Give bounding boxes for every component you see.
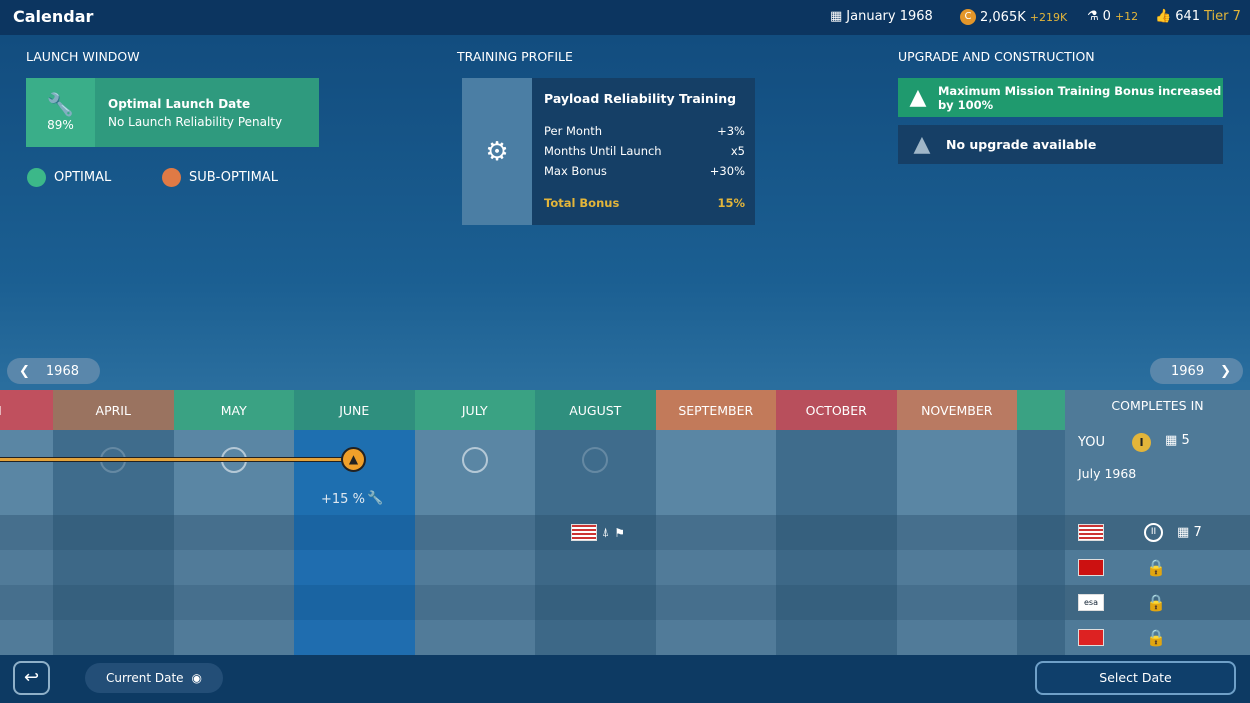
rival-row-ussr: 🔒	[1065, 550, 1250, 585]
month-header: NOVEMBER	[896, 390, 1017, 430]
total-bonus: Total Bonus 15%	[544, 196, 745, 210]
wrench-icon: 🔧	[367, 491, 384, 506]
china-flag-icon	[1078, 629, 1104, 646]
legend-optimal: OPTIMAL	[27, 168, 111, 187]
month-column[interactable]: JUNE	[294, 390, 415, 655]
reputation-stat: 👍 641 Tier 7	[1155, 9, 1241, 24]
top-bar	[0, 0, 1250, 35]
esa-flag-icon: esa	[1078, 594, 1104, 611]
wrench-icon: 🔧	[46, 93, 75, 118]
payload-wrench-icon: ⚙	[462, 78, 532, 225]
calendar-icon: ▦	[1165, 433, 1178, 448]
month-header: DEC	[1017, 390, 1065, 430]
month-column[interactable]: APRIL	[53, 390, 174, 655]
flag-icon: ⚑	[614, 525, 625, 540]
current-date-button[interactable]: Current Date ◉	[85, 663, 223, 693]
month-header: OCTOBER	[776, 390, 897, 430]
tier-badge: I	[1132, 433, 1151, 452]
select-date-button[interactable]: Select Date	[1035, 661, 1236, 695]
month-header: CH	[0, 390, 53, 430]
window-circle	[461, 447, 488, 473]
tier-badge: II	[1144, 523, 1163, 542]
training-row: Max Bonus +30%	[544, 164, 745, 178]
rival-row-china: 🔒	[1065, 620, 1250, 655]
month-column[interactable]: DEC	[1017, 390, 1065, 655]
training-row: Per Month +3%	[544, 124, 745, 138]
mission-timeline	[0, 457, 345, 462]
prev-year-button[interactable]: ❮ 1968	[7, 358, 100, 384]
upgrade-item: ▲ Maximum Mission Training Bonus increase…	[898, 78, 1223, 117]
eye-icon: ◉	[191, 671, 203, 685]
rocket-icon: ⍋	[602, 525, 610, 539]
month-column[interactable]: OCTOBER	[776, 390, 897, 655]
science-stat: ⚗ 0 +12	[1087, 9, 1139, 24]
launch-window-card: 🔧 89% Optimal Launch Date No Launch Reliab…	[26, 78, 319, 147]
month-header: AUGUST	[535, 390, 656, 430]
thumbs-icon: 👍	[1155, 9, 1172, 24]
chevron-right-icon: ❯	[1220, 363, 1231, 379]
usa-launch-marker: ⍋ ⚑	[571, 524, 625, 541]
month-header: APRIL	[53, 390, 174, 430]
next-year-button[interactable]: 1969 ❯	[1150, 358, 1243, 384]
calendar-grid: CH APRIL MAY JUNE JULY AUGUST SEPTEMBER …	[0, 390, 1065, 655]
date-stat: ▦ January 1968	[830, 9, 933, 24]
month-column[interactable]: MAY	[173, 390, 294, 655]
flask-icon: ⚗	[1087, 9, 1099, 24]
lock-icon: 🔒	[1146, 558, 1166, 577]
month-column[interactable]: JULY	[414, 390, 535, 655]
lock-icon: 🔒	[1146, 628, 1166, 647]
usa-flag-icon	[571, 524, 597, 541]
month-column[interactable]: CH	[0, 390, 53, 655]
month-column[interactable]: AUGUST	[535, 390, 656, 655]
coin-icon: C	[960, 9, 976, 25]
month-header: MAY	[173, 390, 294, 430]
completes-in-panel: COMPLETES IN YOU I ▦ 5 July 1968 II ▦ 7 🔒…	[1065, 390, 1250, 655]
training-profile-card: ⚙ Payload Reliability Training Per Month…	[462, 78, 755, 225]
month-column[interactable]: SEPTEMBER	[655, 390, 776, 655]
june-bonus: +15 %	[321, 492, 365, 507]
back-button[interactable]: ↩	[13, 661, 50, 695]
calendar-icon: ▦	[830, 9, 843, 24]
usa-flag-icon	[1078, 524, 1104, 541]
month-column[interactable]: NOVEMBER	[896, 390, 1017, 655]
month-header: JUNE	[294, 390, 415, 430]
training-row: Months Until Launch x5	[544, 144, 745, 158]
arrow-up-icon: ▲	[909, 85, 927, 110]
upgrade-item: ▲ No upgrade available	[898, 125, 1223, 164]
calendar-icon: ▦	[1177, 525, 1190, 540]
money-stat: C 2,065K +219K	[960, 9, 1067, 25]
section-title: TRAINING PROFILE	[457, 49, 573, 64]
section-title: LAUNCH WINDOW	[26, 49, 140, 64]
rocket-launch-icon[interactable]: ▲	[341, 447, 366, 472]
rival-row-usa: II ▦ 7	[1065, 515, 1250, 550]
section-title: UPGRADE AND CONSTRUCTION	[898, 49, 1095, 64]
window-circle	[582, 447, 609, 473]
lock-icon: 🔒	[1146, 593, 1166, 612]
chevron-left-icon: ❮	[19, 363, 30, 379]
page-title: Calendar	[13, 7, 94, 26]
rival-row-esa: esa 🔒	[1065, 585, 1250, 620]
ussr-flag-icon	[1078, 559, 1104, 576]
arrow-up-icon: ▲	[913, 132, 931, 157]
month-header: SEPTEMBER	[655, 390, 776, 430]
month-header: JULY	[414, 390, 535, 430]
legend-suboptimal: SUB-OPTIMAL	[162, 168, 278, 187]
